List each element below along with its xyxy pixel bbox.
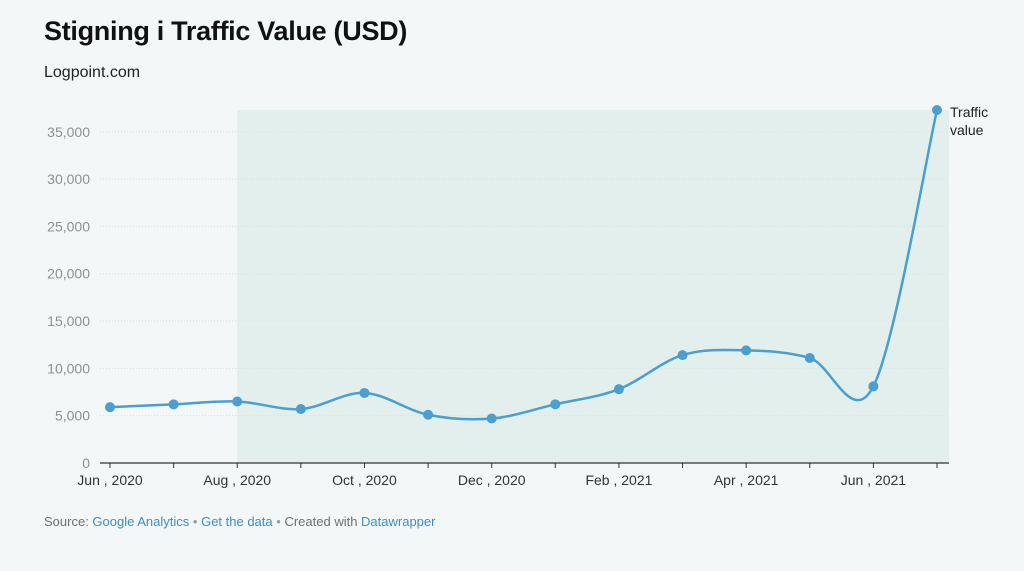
x-tick-label: Aug , 2020	[203, 472, 271, 488]
y-tick-label: 10,000	[47, 360, 90, 376]
y-tick-label: 0	[82, 455, 90, 471]
data-point	[232, 396, 243, 407]
series-label: Traffic value	[950, 104, 988, 138]
y-tick-label: 30,000	[47, 171, 90, 187]
x-tick-label: Jun , 2020	[77, 472, 143, 488]
data-point	[613, 384, 624, 395]
chart-title: Stigning i Traffic Value (USD)	[44, 16, 408, 46]
data-point	[868, 381, 879, 392]
highlight-band	[237, 110, 949, 463]
datawrapper-link[interactable]: Datawrapper	[361, 514, 436, 529]
y-tick-label: 15,000	[47, 313, 90, 329]
data-point	[677, 350, 688, 361]
data-point	[550, 399, 561, 410]
axis-layer: 0 5,000 10,000 15,000 20,000 25,000 30,000 35,0…	[47, 124, 949, 488]
y-tick-label: 5,000	[55, 408, 90, 424]
x-tick-label: Oct , 2020	[332, 472, 397, 488]
get-data-link[interactable]: Get the data	[201, 514, 273, 529]
data-point	[804, 352, 815, 363]
highlight-band-layer	[237, 110, 949, 463]
data-point	[295, 404, 306, 415]
point-layer	[105, 105, 942, 424]
data-point	[423, 409, 434, 420]
label-layer: Traffic value	[950, 104, 988, 138]
data-point	[486, 413, 497, 424]
grid-layer	[100, 131, 949, 417]
source-link[interactable]: Google Analytics	[92, 514, 190, 529]
footer-separator: •	[192, 514, 198, 529]
x-tick-label: Feb , 2021	[585, 472, 652, 488]
y-tick-label: 35,000	[47, 124, 90, 140]
x-tick-label: Apr , 2021	[714, 472, 779, 488]
y-tick-label: 25,000	[47, 218, 90, 234]
footer-separator: •	[276, 514, 281, 529]
data-point	[741, 345, 752, 356]
chart-footer: Source: Google Analytics • Get the data …	[44, 514, 435, 529]
data-point	[359, 387, 370, 398]
y-tick-label: 20,000	[47, 266, 90, 282]
x-tick-label: Dec , 2020	[458, 472, 526, 488]
x-tick-label: Jun , 2021	[841, 472, 907, 488]
created-with-text: Created with	[284, 514, 362, 529]
data-point	[932, 105, 942, 115]
data-point	[105, 402, 115, 413]
data-point	[168, 399, 179, 410]
source-prefix: Source:	[44, 514, 93, 529]
chart-subtitle: Logpoint.com	[44, 64, 141, 81]
